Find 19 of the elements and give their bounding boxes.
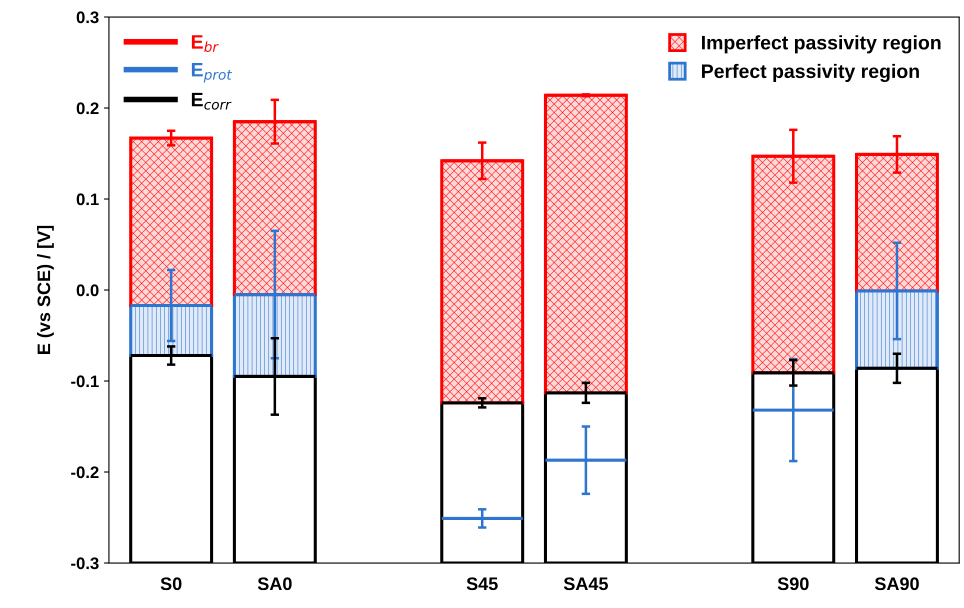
legend-label: E$_{corr}$: [192, 92, 232, 110]
x-tick-label: SA90: [874, 577, 919, 590]
x-tick-label: S90: [778, 577, 809, 590]
y-tick-label: 0.0: [76, 284, 99, 296]
y-tick-label: 0.3: [76, 11, 99, 24]
x-tick-label: SA45: [564, 577, 608, 590]
legend-label: E$_{prot}$: [192, 63, 232, 82]
legend-label: E$_{br}$: [192, 35, 219, 52]
y-tick-label: 0.2: [76, 102, 99, 114]
x-tick-label: SA0: [258, 577, 292, 590]
x-tick-label: S0: [160, 577, 182, 590]
y-tick-label: 0.1: [76, 193, 99, 206]
x-tick-label: S45: [466, 577, 498, 590]
legend-label: Imperfect passivity region: [702, 35, 940, 54]
y-tick-label: -0.2: [71, 466, 99, 478]
y-axis-title: E (vs SCE) / [V]: [36, 226, 54, 354]
legend-label: Perfect passivity region: [702, 64, 919, 82]
y-tick-label: -0.1: [71, 375, 99, 388]
y-tick-label: -0.3: [71, 557, 99, 570]
